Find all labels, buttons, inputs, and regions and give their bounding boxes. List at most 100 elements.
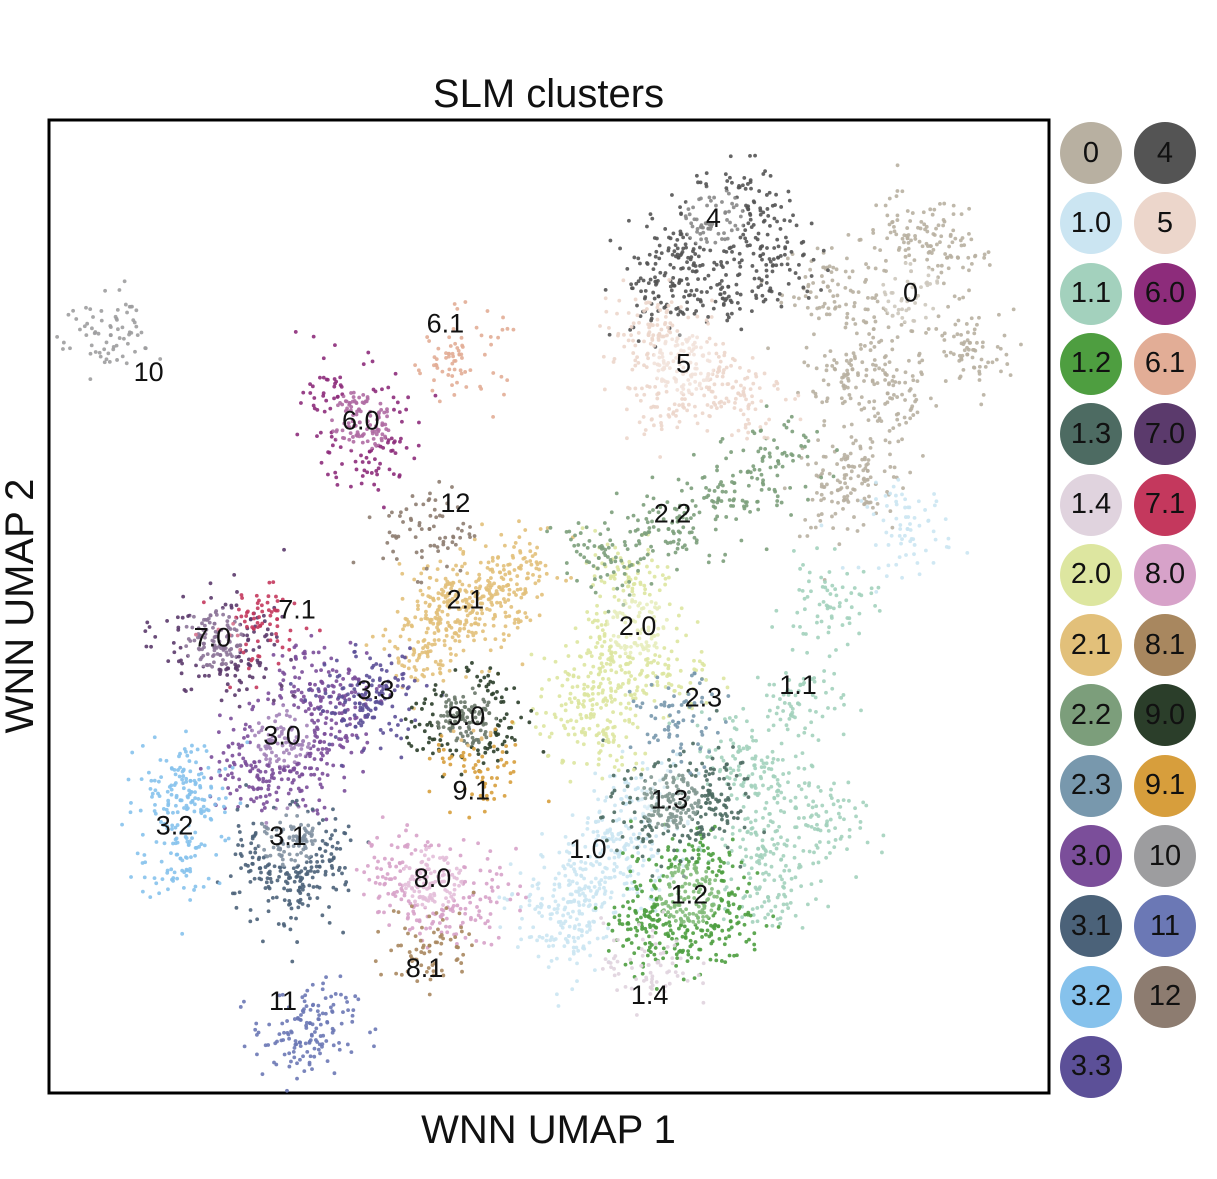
- cell-dot: [282, 672, 287, 676]
- cell-dot: [327, 748, 332, 752]
- cell-dot: [568, 892, 573, 897]
- cell-dot: [787, 771, 791, 775]
- cell-dot: [730, 718, 735, 723]
- cell-dot: [266, 697, 270, 702]
- cell-dot: [688, 872, 693, 877]
- cell-dot: [647, 857, 651, 862]
- cell-dot: [436, 591, 441, 596]
- cell-dot: [708, 766, 713, 771]
- cell-dot: [845, 571, 850, 576]
- cell-dot: [592, 618, 597, 623]
- cell-dot: [641, 839, 645, 844]
- cell-dot: [649, 682, 654, 687]
- cell-dot: [623, 543, 628, 548]
- cell-dot: [633, 816, 638, 821]
- cell-dot: [656, 738, 660, 743]
- cell-dot: [653, 605, 657, 610]
- cell-dot: [887, 440, 892, 445]
- cell-dot: [696, 852, 701, 857]
- cell-dot: [633, 925, 638, 930]
- cell-dot: [743, 186, 748, 191]
- cell-dot: [849, 422, 854, 427]
- cell-dot: [325, 709, 330, 714]
- cell-dot: [603, 696, 608, 701]
- cell-dot: [602, 551, 606, 555]
- cell-dot: [651, 267, 656, 272]
- cell-dot: [931, 306, 936, 311]
- cell-dot: [585, 930, 589, 935]
- cell-dot: [743, 228, 748, 233]
- cell-dot: [831, 294, 836, 299]
- point: [646, 963, 651, 968]
- cell-dot: [893, 380, 898, 384]
- cell-dot: [201, 884, 206, 889]
- cell-dot: [342, 788, 347, 793]
- cell-dot: [707, 934, 712, 939]
- cell-dot: [820, 400, 825, 405]
- cell-dot: [506, 598, 511, 602]
- cell-dot: [995, 344, 1000, 349]
- cell-dot: [196, 772, 201, 777]
- cell-dot: [676, 787, 681, 792]
- cell-dot: [753, 885, 758, 890]
- cell-dot: [440, 593, 445, 597]
- cell-dot: [670, 899, 675, 904]
- cell-dot: [535, 595, 540, 600]
- cell-dot: [830, 686, 835, 691]
- cell-dot: [545, 754, 550, 758]
- cell-dot: [775, 705, 780, 710]
- cell-dot: [808, 708, 812, 713]
- cell-dot: [599, 661, 604, 666]
- cell-dot: [644, 674, 649, 679]
- cell-dot: [965, 338, 970, 343]
- cell-dot: [824, 399, 829, 404]
- cell-dot: [864, 803, 869, 808]
- cell-dot: [189, 855, 193, 860]
- cell-dot: [999, 369, 1003, 374]
- cell-dot: [230, 765, 235, 770]
- cell-dot: [196, 797, 201, 801]
- cell-dot: [706, 852, 711, 856]
- cell-dot: [858, 446, 863, 451]
- cell-dot: [814, 295, 819, 300]
- cell-dot: [562, 723, 566, 728]
- cell-dot: [768, 465, 773, 470]
- cell-dot: [644, 640, 649, 645]
- cell-dot: [871, 327, 876, 331]
- cell-dot: [421, 668, 426, 672]
- cell-dot: [612, 874, 617, 879]
- cell-dot: [643, 587, 648, 592]
- cell-dot: [307, 751, 312, 756]
- cell-dot: [875, 381, 880, 385]
- cell-dot: [699, 910, 704, 915]
- cell-dot: [566, 862, 570, 867]
- cell-dot: [274, 895, 279, 900]
- cell-dot: [226, 745, 231, 749]
- cell-dot: [250, 707, 255, 712]
- cell-dot: [761, 815, 765, 820]
- cell-dot: [656, 528, 661, 532]
- cell-dot: [749, 866, 754, 871]
- cell-dot: [680, 833, 685, 838]
- cell-dot: [616, 937, 620, 942]
- cell-dot: [314, 693, 318, 698]
- cell-dot: [787, 701, 792, 706]
- cell-dot: [583, 861, 588, 865]
- cell-dot: [148, 787, 153, 791]
- cell-dot: [650, 974, 655, 979]
- cell-dot: [553, 659, 558, 664]
- cell-dot: [719, 959, 724, 963]
- cell-dot: [180, 858, 185, 863]
- cell-dot: [900, 189, 905, 194]
- cell-dot: [668, 713, 672, 718]
- cell-dot: [477, 572, 482, 577]
- point: [965, 352, 970, 357]
- cell-dot: [707, 878, 712, 882]
- cell-dot: [206, 876, 211, 881]
- cell-dot: [645, 766, 650, 771]
- cell-dot: [316, 747, 321, 752]
- cell-dot: [764, 693, 769, 698]
- cell-dot: [663, 685, 668, 689]
- cell-dot: [603, 889, 608, 894]
- cell-dot: [765, 755, 770, 760]
